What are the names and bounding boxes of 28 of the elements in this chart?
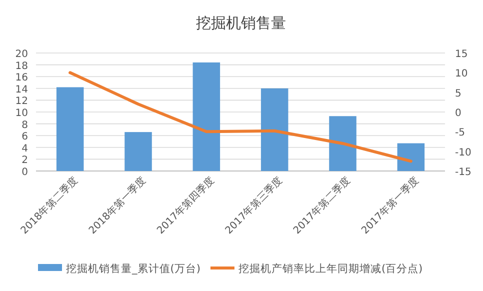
legend-label: 挖掘机销售量_累计值(万台) — [66, 262, 200, 275]
y-tick-label: 18 — [15, 60, 28, 72]
y-tick-label: 0 — [22, 167, 28, 178]
bar — [260, 88, 288, 171]
bar — [192, 62, 220, 171]
y2-tick-label: 10 — [455, 68, 468, 80]
y-tick-label: 4 — [22, 143, 28, 154]
y-tick-label: 14 — [15, 84, 28, 96]
y-tick-label: 2 — [22, 155, 28, 166]
y2-tick-label: -15 — [455, 167, 472, 178]
y-tick-label: 20 — [15, 49, 28, 60]
y2-tick-label: -5 — [455, 128, 465, 139]
legend-label: 挖掘机产销率比上年同期增减(百分点) — [238, 262, 423, 275]
line-series — [68, 71, 412, 163]
y-tick-label: 6 — [22, 132, 28, 143]
bar — [397, 143, 425, 171]
y-tick-label: 12 — [15, 96, 28, 108]
chart-title: 挖掘机销售量 — [196, 14, 286, 32]
bar — [56, 87, 84, 171]
bar — [329, 116, 356, 171]
y-tick-label: 16 — [15, 72, 28, 84]
y-tick-label: 10 — [15, 108, 28, 119]
bar — [124, 132, 152, 171]
y-tick-label: 8 — [22, 120, 28, 131]
y2-tick-label: 0 — [455, 108, 462, 119]
y2-tick-label: -10 — [455, 147, 472, 158]
y2-tick-label: 15 — [455, 49, 468, 60]
y2-tick-label: 5 — [455, 88, 462, 100]
